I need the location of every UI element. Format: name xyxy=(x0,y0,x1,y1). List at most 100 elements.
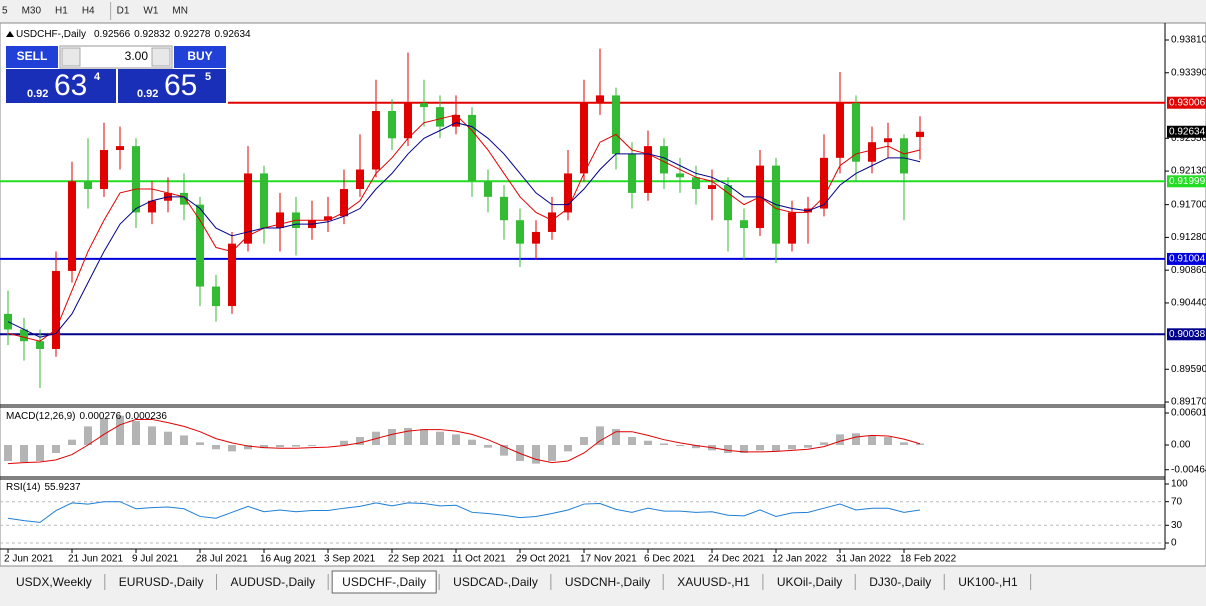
candle-body xyxy=(628,153,636,193)
header-symbol: USDCHF-,Daily xyxy=(16,29,86,40)
macd-value: 0.000276 xyxy=(79,411,121,422)
y-tick-label: 0.93390 xyxy=(1171,67,1206,78)
y-tick-label: 100 xyxy=(1171,479,1188,490)
current-price: 0.92634 xyxy=(1169,126,1206,137)
signal-value: 0.000236 xyxy=(125,411,167,422)
candle-body xyxy=(564,173,572,213)
macd-bar xyxy=(388,429,396,446)
sell-label: SELL xyxy=(17,49,48,63)
x-tick-label: 9 Jul 2021 xyxy=(132,554,179,565)
timeframe-button[interactable]: H1 xyxy=(55,6,68,17)
candle-body xyxy=(84,181,92,190)
y-tick-label: 0.00 xyxy=(1171,440,1191,451)
level-label-box xyxy=(1167,328,1206,341)
bid-box[interactable] xyxy=(6,69,116,103)
candle-body xyxy=(852,103,860,162)
tab[interactable] xyxy=(859,571,942,593)
macd-bar xyxy=(532,445,540,464)
level-label: 0.91004 xyxy=(1169,254,1206,265)
candle-body xyxy=(596,95,604,104)
candle-body xyxy=(324,216,332,221)
macd-bar xyxy=(340,440,348,446)
macd-bar xyxy=(356,437,364,446)
macd-bar xyxy=(660,443,668,446)
y-tick-label: 70 xyxy=(1171,496,1183,507)
macd-bar xyxy=(596,426,604,446)
candle-body xyxy=(884,138,892,143)
macd-bar xyxy=(36,445,44,461)
toolbar xyxy=(0,0,1206,22)
tab[interactable] xyxy=(766,571,853,593)
candle-body xyxy=(692,177,700,190)
buy-button[interactable] xyxy=(174,46,226,68)
tab-label: UKOil-,Daily xyxy=(777,575,842,589)
sell-button[interactable] xyxy=(6,46,58,68)
tab[interactable] xyxy=(220,571,326,593)
timeframe-button[interactable]: 5 xyxy=(2,6,8,17)
header-low: 0.92278 xyxy=(174,29,211,40)
candle-body xyxy=(740,220,748,229)
candle-body xyxy=(820,157,828,209)
tab[interactable] xyxy=(948,571,1028,593)
candle-body xyxy=(228,243,236,307)
level-label-box xyxy=(1167,175,1206,188)
macd-bar xyxy=(468,439,476,446)
candle-body xyxy=(468,114,476,182)
x-tick-label: 31 Jan 2022 xyxy=(836,554,891,565)
timeframe-button[interactable]: MN xyxy=(172,6,188,17)
candle-body xyxy=(132,146,140,213)
timeframe-button[interactable]: H4 xyxy=(82,6,95,17)
bid-frac: 4 xyxy=(94,71,101,83)
buy-label: BUY xyxy=(187,49,212,63)
moving-average xyxy=(7,122,921,338)
symbol-title: USDCHF-,Daily 0.92566 0.92832 0.92278 0.9263… xyxy=(16,29,251,40)
x-tick-label: 11 Oct 2021 xyxy=(452,554,506,565)
macd-bar xyxy=(500,445,508,456)
macd-bar xyxy=(612,429,620,446)
lot-input[interactable] xyxy=(59,45,173,69)
tab-label: USDCAD-,Daily xyxy=(453,575,538,589)
x-tick-label: 24 Dec 2021 xyxy=(708,554,765,565)
macd-bar xyxy=(788,445,796,450)
tab[interactable] xyxy=(6,571,102,593)
macd-bar xyxy=(228,445,236,452)
x-tick-label: 29 Oct 2021 xyxy=(516,554,571,565)
macd-bar xyxy=(4,445,12,461)
macd-bar xyxy=(84,426,92,446)
macd-bar xyxy=(628,437,636,446)
price-label-box xyxy=(1167,125,1206,138)
tab[interactable] xyxy=(108,571,214,593)
macd-bar xyxy=(180,435,188,446)
tab-label: USDX,Weekly xyxy=(16,575,92,589)
candle-body xyxy=(868,142,876,162)
macd-bar xyxy=(580,437,588,446)
lot-up[interactable] xyxy=(151,47,171,67)
tab[interactable] xyxy=(331,570,437,594)
timeframe-button[interactable]: D1 xyxy=(117,6,130,17)
y-tick-label: 0.91280 xyxy=(1171,232,1206,243)
y-tick-label: 0 xyxy=(1171,538,1177,549)
y-tick-label: 0.90440 xyxy=(1171,298,1206,309)
timeframe-button[interactable]: M30 xyxy=(22,6,42,17)
candle-body xyxy=(68,181,76,271)
indicator-title: RSI(14) 55.9237 xyxy=(6,482,81,493)
candle-body xyxy=(276,212,284,229)
candle-body xyxy=(244,173,252,244)
ask-box[interactable] xyxy=(118,69,226,103)
tab[interactable] xyxy=(667,571,760,593)
tab[interactable] xyxy=(443,571,548,593)
candle-body xyxy=(36,341,44,349)
macd-bar xyxy=(148,426,156,446)
tab[interactable] xyxy=(554,571,661,593)
macd-bar xyxy=(212,445,220,450)
candle-body xyxy=(116,146,124,151)
macd-bar xyxy=(756,445,764,451)
lot-down[interactable] xyxy=(61,47,81,67)
macd-bar xyxy=(868,435,876,446)
level-label: 0.93006 xyxy=(1169,97,1206,108)
moving-average xyxy=(7,114,921,342)
macd-bar xyxy=(484,445,492,448)
timeframe-button[interactable]: W1 xyxy=(143,6,158,17)
candle-body xyxy=(676,173,684,178)
x-tick-label: 12 Jan 2022 xyxy=(772,554,827,565)
